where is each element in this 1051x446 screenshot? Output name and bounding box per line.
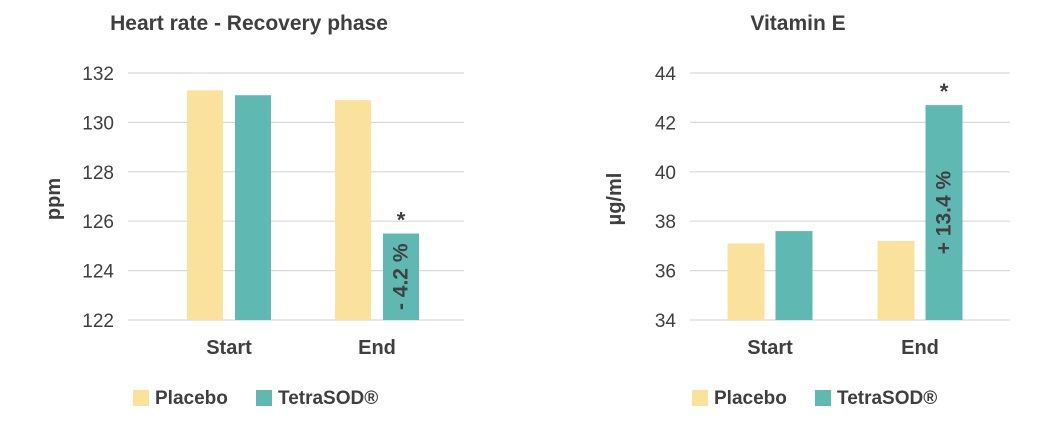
bar-tetrasod-start (235, 95, 271, 320)
bar-placebo-end (877, 240, 915, 320)
bar-placebo-end (335, 100, 371, 320)
x-category-label: End (901, 337, 939, 359)
y-tick-label: 130 (82, 113, 114, 134)
x-category-label: End (358, 337, 396, 359)
y-tick-label: 122 (82, 311, 114, 332)
y-tick-label: 132 (82, 64, 114, 85)
bar-placebo-start (187, 90, 223, 320)
bar-change-label: + 13.4 % (933, 170, 956, 254)
y-axis-label: µg/ml (604, 173, 626, 226)
chart-title: Heart rate - Recovery phase (110, 12, 388, 35)
y-tick-label: 126 (82, 212, 114, 233)
y-axis-label: ppm (43, 178, 65, 220)
legend-label: Placebo (155, 388, 228, 409)
bar-tetrasod-end (383, 233, 419, 320)
significance-marker: * (940, 79, 949, 104)
legend-label: TetraSOD® (837, 388, 937, 409)
bar-placebo-start (727, 243, 765, 320)
bar-tetrasod-start (775, 231, 813, 320)
legend-swatch-tetrasod (815, 390, 831, 406)
bar-tetrasod-end (925, 105, 963, 320)
legend-label: TetraSOD® (278, 388, 378, 409)
x-category-label: Start (206, 337, 252, 359)
y-tick-label: 42 (655, 113, 676, 134)
legend-swatch-placebo (133, 390, 149, 406)
y-tick-label: 38 (655, 212, 676, 233)
legend-swatch-tetrasod (256, 390, 272, 406)
y-tick-label: 40 (655, 163, 676, 184)
legend-swatch-placebo (692, 390, 708, 406)
significance-marker: * (397, 208, 406, 233)
y-tick-label: 128 (82, 163, 114, 184)
x-category-label: Start (747, 337, 793, 359)
y-tick-label: 44 (655, 64, 677, 85)
y-tick-label: 124 (82, 262, 114, 283)
legend-label: Placebo (714, 388, 787, 409)
y-tick-label: 34 (655, 311, 677, 332)
chart-title: Vitamin E (750, 12, 845, 35)
bar-change-label: - 4.2 % (390, 243, 413, 310)
y-tick-label: 36 (655, 262, 676, 283)
